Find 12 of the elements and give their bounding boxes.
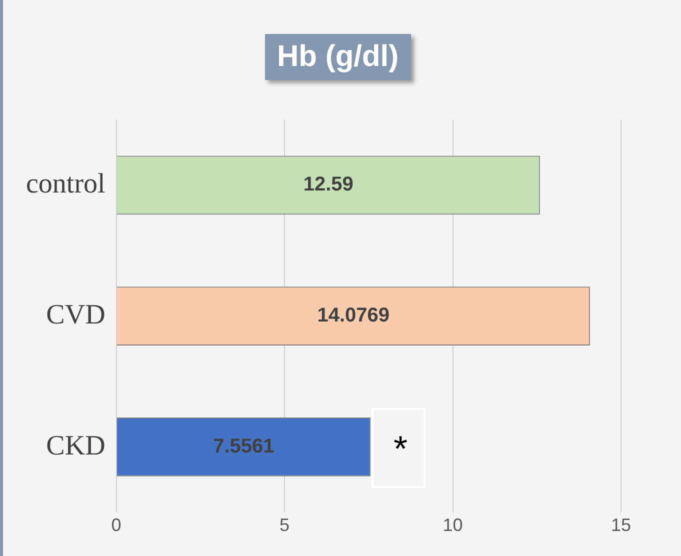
x-tick-label: 0 [111,515,122,536]
x-tick-label: 5 [280,515,290,536]
chart-title: Hb (g/dl) [265,34,411,80]
data-label: 12.59 [303,174,354,196]
annotation: * [394,428,408,469]
x-tick-label: 10 [442,515,463,536]
data-label: 14.0769 [317,304,390,327]
x-tick-label: 15 [610,515,632,536]
data-label: 7.5561 [213,435,274,458]
y-tick-label: CVD [46,299,106,330]
y-tick-label: control [26,168,106,200]
y-tick-label: CKD [46,430,106,462]
